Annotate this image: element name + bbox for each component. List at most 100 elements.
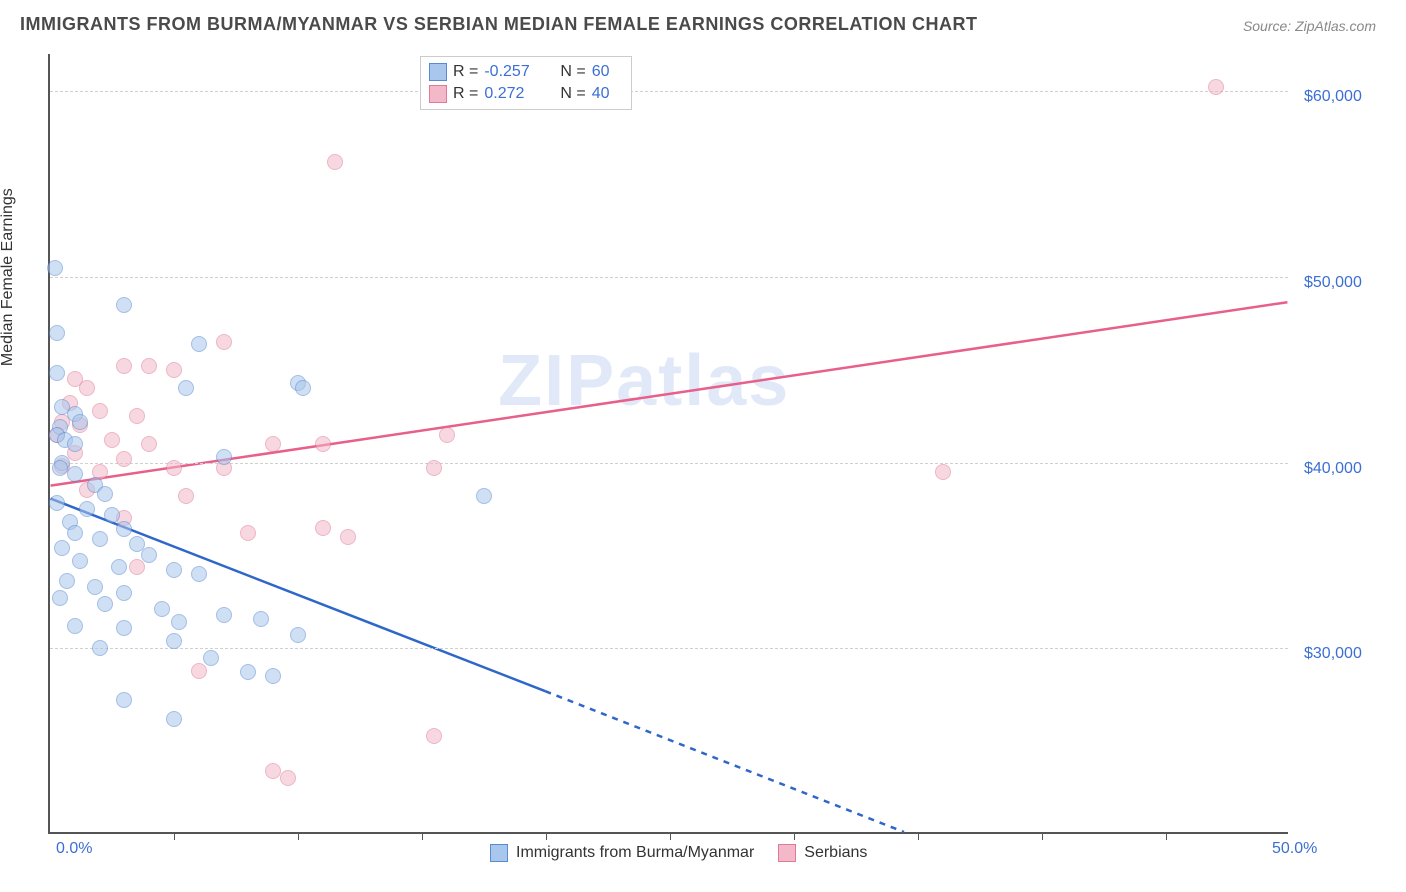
gridline bbox=[50, 463, 1288, 464]
blue-point bbox=[54, 540, 70, 556]
blue-point bbox=[154, 601, 170, 617]
pink-point bbox=[315, 436, 331, 452]
blue-point bbox=[67, 525, 83, 541]
pink-point bbox=[240, 525, 256, 541]
pink-point bbox=[141, 436, 157, 452]
pink-point bbox=[315, 520, 331, 536]
legend-r-value: -0.257 bbox=[484, 61, 544, 83]
legend-n-label: N = bbox=[560, 83, 585, 105]
trend-line bbox=[545, 691, 904, 832]
blue-point bbox=[97, 596, 113, 612]
plot-area: ZIPatlas $30,000$40,000$50,000$60,0000.0… bbox=[48, 54, 1288, 834]
x-tick bbox=[794, 832, 795, 840]
blue-point bbox=[116, 692, 132, 708]
pink-point bbox=[178, 488, 194, 504]
blue-point bbox=[116, 585, 132, 601]
correlation-legend: R = -0.257 N = 60 R = 0.272 N = 40 bbox=[420, 56, 632, 110]
legend-swatch bbox=[429, 63, 447, 81]
pink-point bbox=[79, 380, 95, 396]
x-tick bbox=[546, 832, 547, 840]
pink-point bbox=[280, 770, 296, 786]
x-tick-label: 50.0% bbox=[1272, 840, 1317, 858]
y-tick-label: $50,000 bbox=[1304, 274, 1362, 292]
legend-r-label: R = bbox=[453, 61, 478, 83]
blue-point bbox=[476, 488, 492, 504]
source-label: Source: ZipAtlas.com bbox=[1243, 18, 1376, 34]
pink-point bbox=[935, 464, 951, 480]
blue-point bbox=[72, 553, 88, 569]
blue-point bbox=[49, 365, 65, 381]
pink-point bbox=[426, 460, 442, 476]
pink-point bbox=[166, 460, 182, 476]
blue-point bbox=[116, 521, 132, 537]
pink-point bbox=[439, 427, 455, 443]
blue-point bbox=[240, 664, 256, 680]
legend-swatch bbox=[778, 844, 796, 862]
blue-point bbox=[265, 668, 281, 684]
blue-point bbox=[166, 633, 182, 649]
blue-point bbox=[191, 336, 207, 352]
blue-point bbox=[253, 611, 269, 627]
blue-point bbox=[116, 297, 132, 313]
pink-point bbox=[116, 358, 132, 374]
pink-point bbox=[216, 334, 232, 350]
blue-point bbox=[67, 466, 83, 482]
pink-point bbox=[104, 432, 120, 448]
blue-point bbox=[49, 495, 65, 511]
pink-point bbox=[92, 403, 108, 419]
pink-point bbox=[191, 663, 207, 679]
blue-point bbox=[141, 547, 157, 563]
trend-line bbox=[51, 302, 1288, 485]
blue-point bbox=[191, 566, 207, 582]
y-tick-label: $30,000 bbox=[1304, 645, 1362, 663]
legend-label: Serbians bbox=[804, 844, 867, 862]
pink-point bbox=[129, 408, 145, 424]
blue-point bbox=[178, 380, 194, 396]
legend-row: R = 0.272 N = 40 bbox=[429, 83, 619, 105]
blue-point bbox=[166, 562, 182, 578]
blue-point bbox=[92, 531, 108, 547]
gridline bbox=[50, 91, 1288, 92]
x-tick-label: 0.0% bbox=[56, 840, 92, 858]
blue-point bbox=[72, 414, 88, 430]
blue-point bbox=[203, 650, 219, 666]
y-tick-label: $60,000 bbox=[1304, 88, 1362, 106]
series-legend: Immigrants from Burma/Myanmar Serbians bbox=[490, 844, 867, 862]
blue-point bbox=[97, 486, 113, 502]
pink-point bbox=[426, 728, 442, 744]
pink-point bbox=[327, 154, 343, 170]
blue-point bbox=[116, 620, 132, 636]
pink-point bbox=[265, 436, 281, 452]
x-tick bbox=[918, 832, 919, 840]
x-tick bbox=[298, 832, 299, 840]
trend-lines-svg bbox=[50, 54, 1288, 832]
y-axis-label: Median Female Earnings bbox=[0, 188, 17, 366]
legend-n-value: 40 bbox=[592, 83, 610, 105]
legend-label: Immigrants from Burma/Myanmar bbox=[516, 844, 754, 862]
pink-point bbox=[166, 362, 182, 378]
legend-n-label: N = bbox=[560, 61, 585, 83]
pink-point bbox=[265, 763, 281, 779]
x-tick bbox=[1042, 832, 1043, 840]
blue-point bbox=[166, 711, 182, 727]
blue-point bbox=[216, 449, 232, 465]
x-tick bbox=[174, 832, 175, 840]
legend-row: R = -0.257 N = 60 bbox=[429, 61, 619, 83]
x-tick bbox=[670, 832, 671, 840]
pink-point bbox=[116, 451, 132, 467]
legend-n-value: 60 bbox=[592, 61, 610, 83]
chart-title: IMMIGRANTS FROM BURMA/MYANMAR VS SERBIAN… bbox=[20, 14, 978, 35]
pink-point bbox=[129, 559, 145, 575]
legend-item: Serbians bbox=[778, 844, 867, 862]
pink-point bbox=[1208, 79, 1224, 95]
blue-point bbox=[104, 507, 120, 523]
blue-point bbox=[52, 460, 68, 476]
blue-point bbox=[47, 260, 63, 276]
blue-point bbox=[49, 325, 65, 341]
legend-r-value: 0.272 bbox=[484, 83, 544, 105]
legend-swatch bbox=[490, 844, 508, 862]
blue-point bbox=[79, 501, 95, 517]
blue-point bbox=[87, 579, 103, 595]
legend-r-label: R = bbox=[453, 83, 478, 105]
blue-point bbox=[111, 559, 127, 575]
